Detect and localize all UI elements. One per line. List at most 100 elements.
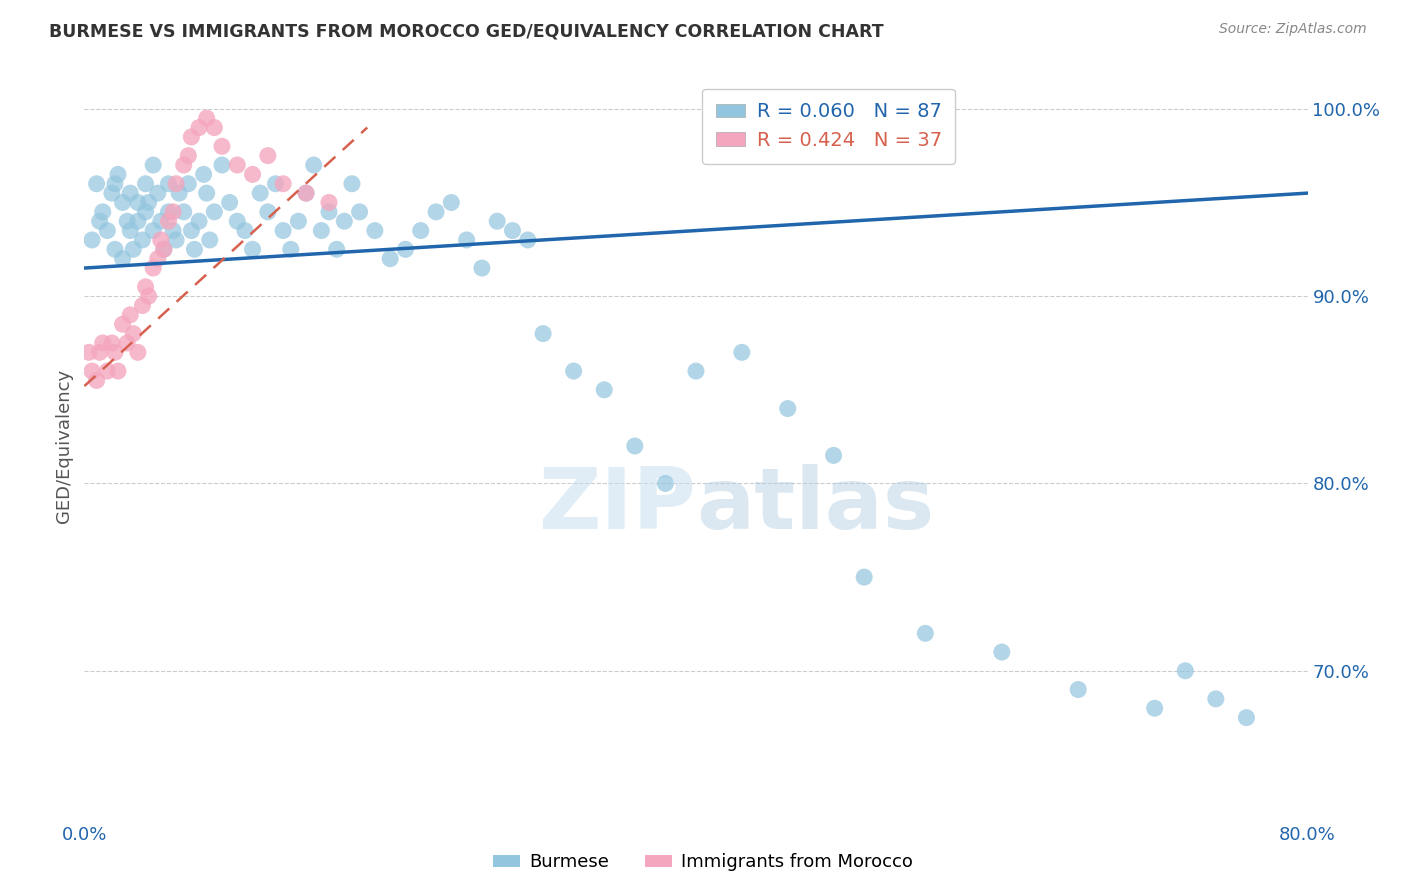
Point [177,177,200,191]
Point [325,243,347,257]
Point [122,243,145,257]
Point [1236,711,1258,725]
Point [77,345,100,359]
Point [333,214,356,228]
Point [685,364,707,378]
Point [165,233,187,247]
Point [1174,664,1197,678]
Point [456,233,478,247]
Point [440,195,463,210]
Point [1143,701,1166,715]
Point [502,224,524,238]
Point [142,261,165,276]
Point [104,177,127,191]
Point [211,158,233,172]
Point [149,214,172,228]
Point [242,243,264,257]
Point [104,243,127,257]
Point [380,252,402,266]
Point [104,345,127,359]
Point [486,214,509,228]
Y-axis label: GED/Equivalency: GED/Equivalency [55,369,73,523]
Point [257,205,280,219]
Point [127,195,149,210]
Point [173,158,195,172]
Point [122,326,145,341]
Point [127,345,149,359]
Point [409,224,432,238]
Text: BURMESE VS IMMIGRANTS FROM MOROCCO GED/EQUIVALENCY CORRELATION CHART: BURMESE VS IMMIGRANTS FROM MOROCCO GED/E… [49,22,884,40]
Point [91,205,114,219]
Point [142,224,165,238]
Point [91,336,114,351]
Point [135,280,157,294]
Point [295,186,318,201]
Point [89,345,111,359]
Point [264,177,287,191]
Point [146,186,169,201]
Point [593,383,616,397]
Point [131,233,153,247]
Point [271,177,294,191]
Point [287,214,309,228]
Point [142,158,165,172]
Point [991,645,1014,659]
Point [111,318,134,332]
Point [188,120,211,135]
Point [162,205,184,219]
Point [107,364,129,378]
Point [115,336,138,351]
Point [211,139,233,153]
Legend: Burmese, Immigrants from Morocco: Burmese, Immigrants from Morocco [485,847,921,879]
Point [295,186,318,201]
Point [107,168,129,182]
Point [80,233,103,247]
Point [149,233,172,247]
Point [131,299,153,313]
Point [157,177,180,191]
Point [86,177,108,191]
Point [89,214,111,228]
Point [101,186,124,201]
Point [1067,682,1090,697]
Point [177,149,200,163]
Point [1205,692,1227,706]
Point [180,130,202,145]
Legend: R = 0.060   N = 87, R = 0.424   N = 37: R = 0.060 N = 87, R = 0.424 N = 37 [702,88,955,163]
Point [127,214,149,228]
Point [138,289,160,303]
Point [96,364,118,378]
Point [318,195,340,210]
Point [218,195,240,210]
Point [271,224,294,238]
Point [226,214,249,228]
Point [562,364,585,378]
Point [516,233,538,247]
Point [302,158,325,172]
Point [195,112,218,126]
Point [257,149,280,163]
Point [202,205,225,219]
Point [425,205,447,219]
Point [86,374,108,388]
Point [153,243,176,257]
Point [157,205,180,219]
Point [120,186,142,201]
Point [167,186,190,201]
Point [96,224,118,238]
Point [153,243,176,257]
Point [226,158,249,172]
Point [183,243,205,257]
Point [280,243,302,257]
Point [624,439,647,453]
Point [531,326,554,341]
Point [138,195,160,210]
Point [162,224,184,238]
Point [853,570,876,584]
Point [146,252,169,266]
Point [193,168,215,182]
Point [364,224,387,238]
Point [471,261,494,276]
Text: atlas: atlas [696,465,934,548]
Point [198,233,221,247]
